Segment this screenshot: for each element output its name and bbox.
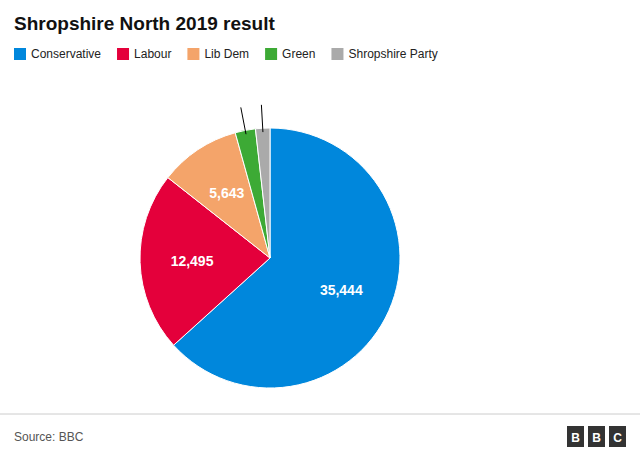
logo-box [609, 426, 626, 447]
legend-label: Shropshire Party [348, 47, 437, 61]
pie [140, 128, 400, 388]
legend-swatch [187, 48, 199, 60]
legend: Conservative Labour Lib Dem Green Shropshire… [14, 47, 438, 61]
pie-labels: 35,444 12,495 5,643 [171, 105, 363, 298]
logo-letter: B [571, 431, 580, 445]
logo: BBC [567, 426, 626, 447]
logo-letter: C [613, 431, 622, 445]
chart: Shropshire North 2019 result Conservative… [0, 0, 640, 455]
leader-line [241, 107, 246, 134]
legend-label: Labour [134, 47, 171, 61]
background [0, 0, 640, 455]
pie-slice [255, 128, 270, 258]
data-label: 12,495 [171, 253, 214, 269]
source: Source: BBC [14, 430, 84, 444]
legend-label: Conservative [31, 47, 101, 61]
legend-label: Lib Dem [204, 47, 249, 61]
legend-swatch [14, 48, 26, 60]
legend-swatch [117, 48, 129, 60]
leader-line [261, 105, 263, 132]
legend-swatch [331, 48, 343, 60]
logo-box [567, 426, 584, 447]
title: Shropshire North 2019 result [14, 13, 275, 34]
data-label: 5,643 [209, 185, 244, 201]
logo-letter: B [592, 431, 601, 445]
logo-box [588, 426, 605, 447]
data-label: 35,444 [320, 282, 363, 298]
footer-rule [0, 414, 640, 415]
legend-swatch [265, 48, 277, 60]
legend-label: Green [282, 47, 315, 61]
